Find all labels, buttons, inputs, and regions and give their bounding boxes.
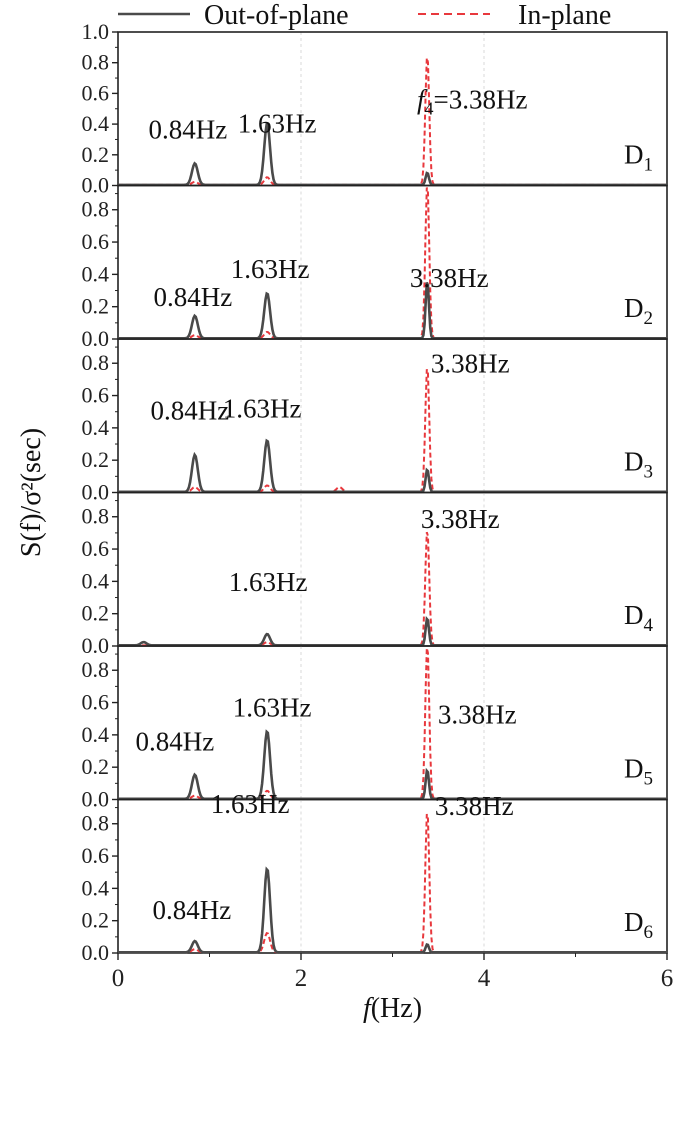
y-tick-label: 0.2: [82, 142, 110, 167]
series-in-plane: [118, 369, 667, 493]
y-axis-title-text: S(f)/σ²(sec): [16, 428, 47, 557]
y-tick-label: 0.6: [82, 843, 110, 868]
y-tick-label: 0.4: [82, 875, 110, 900]
y-tick-label: 0.6: [82, 690, 110, 715]
chart-panels: 0.00.20.40.60.81.00.84Hz 1.63Hzf4=3.38HzD…: [82, 19, 668, 965]
peak-label: 0.84Hz: [148, 115, 227, 145]
y-tick-label: 0.2: [82, 294, 110, 319]
panel-frame: [117, 184, 668, 340]
panel-4: 0.0 0.2 0.4 0.6 0.8 1.63Hz 3.38Hz D4: [82, 491, 668, 658]
peak-label: 1.63Hz: [223, 394, 302, 424]
y-axis-title: S(f)/σ²(sec): [16, 428, 47, 557]
peak-label: f4=3.38Hz: [417, 85, 527, 119]
peak-label: 1.63Hz: [238, 109, 317, 139]
y-tick-label: 0.2: [82, 447, 110, 472]
y-tick-label: 0.2: [82, 908, 110, 933]
x-tick-label: 2: [295, 965, 308, 992]
panel-frame: [117, 798, 668, 954]
panel-frame: [117, 645, 668, 801]
panel-frame: [117, 31, 668, 187]
y-tick-label: 0.4: [82, 415, 110, 440]
y-tick-label: 0.0: [82, 940, 110, 965]
y-tick-label: 0.0: [82, 787, 110, 812]
y-tick-label: 1.0: [82, 19, 110, 44]
x-tick-label: 6: [661, 965, 674, 992]
y-tick-label: 0.8: [82, 657, 110, 682]
panel-6: 0.0 0.2 0.4 0.6 0.8 0.84Hz 1.63Hz 3.38Hz D6: [82, 789, 668, 965]
y-tick-label: 0.8: [82, 50, 110, 75]
x-tick-label: 0: [112, 965, 125, 992]
y-tick-label: 0.6: [82, 80, 110, 105]
peak-label: 3.38Hz: [410, 263, 489, 293]
y-tick-label: 0.0: [82, 326, 110, 351]
y-tick-label: 0.4: [82, 261, 110, 286]
x-axis-title: f(Hz): [363, 993, 422, 1024]
x-tick-label: 4: [478, 965, 491, 992]
panel-label: D2: [624, 293, 653, 329]
x-axis: 0 2 4 6 f(Hz): [112, 953, 674, 1024]
y-tick-label: 0.0: [82, 480, 110, 505]
peak-label: 0.84Hz: [153, 282, 232, 312]
series-out-of-plane: [118, 615, 667, 647]
peak-label: 3.38Hz: [435, 791, 514, 821]
series-out-of-plane: [118, 866, 667, 954]
peak-label: 1.63Hz: [229, 567, 308, 597]
y-tick-label: 0.0: [82, 173, 110, 198]
y-tick-label: 0.4: [82, 111, 110, 136]
peak-label: 1.63Hz: [233, 693, 312, 723]
y-tick-label: 0.4: [82, 722, 110, 747]
series-in-plane: [118, 531, 667, 647]
y-tick-label: 0.0: [82, 633, 110, 658]
y-tick-label: 0.6: [82, 229, 110, 254]
y-tick-label: 0.6: [82, 383, 110, 408]
y-tick-label: 0.8: [82, 350, 110, 375]
peak-label: 1.63Hz: [211, 789, 290, 819]
legend-label-out-of-plane: Out-of-plane: [204, 0, 349, 31]
y-tick-label: 0.2: [82, 754, 110, 779]
y-tick-label: 0.8: [82, 811, 110, 836]
panel-label: D6: [624, 907, 653, 943]
panel-1: 0.0 0.2 0.4 0.6 0.8 1.0 0.84Hz 1.63Hz f4=3.38Hz D…: [82, 19, 668, 198]
peak-label: 1.63Hz: [231, 254, 310, 284]
peak-label: 3.38Hz: [431, 349, 510, 379]
panel-5: 0.0 0.2 0.4 0.6 0.8 0.84Hz 1.63Hz 3.38Hz D5: [82, 645, 668, 812]
panel-frame: [117, 491, 668, 647]
peak-label: 0.84Hz: [135, 727, 214, 757]
peak-label: 3.38Hz: [438, 700, 517, 730]
panel-label: D1: [624, 140, 653, 176]
y-tick-label: 0.2: [82, 601, 110, 626]
series-out-of-plane: [118, 438, 667, 494]
legend-label-in-plane: In-plane: [518, 0, 611, 31]
panel-label: D4: [624, 600, 654, 636]
y-tick-label: 0.4: [82, 568, 110, 593]
peak-label: 0.84Hz: [150, 396, 229, 426]
panel-label: D5: [624, 754, 653, 790]
y-tick-label: 0.6: [82, 536, 110, 561]
series-in-plane: [118, 647, 667, 800]
series-in-plane: [118, 187, 667, 340]
peak-label: 3.38Hz: [421, 504, 500, 534]
legend: Out-of-plane In-plane: [118, 0, 611, 31]
series-in-plane: [118, 813, 667, 954]
peak-label: 0.84Hz: [152, 895, 231, 925]
panel-label: D3: [624, 447, 653, 483]
y-tick-label: 0.8: [82, 504, 110, 529]
y-tick-label: 0.8: [82, 197, 110, 222]
